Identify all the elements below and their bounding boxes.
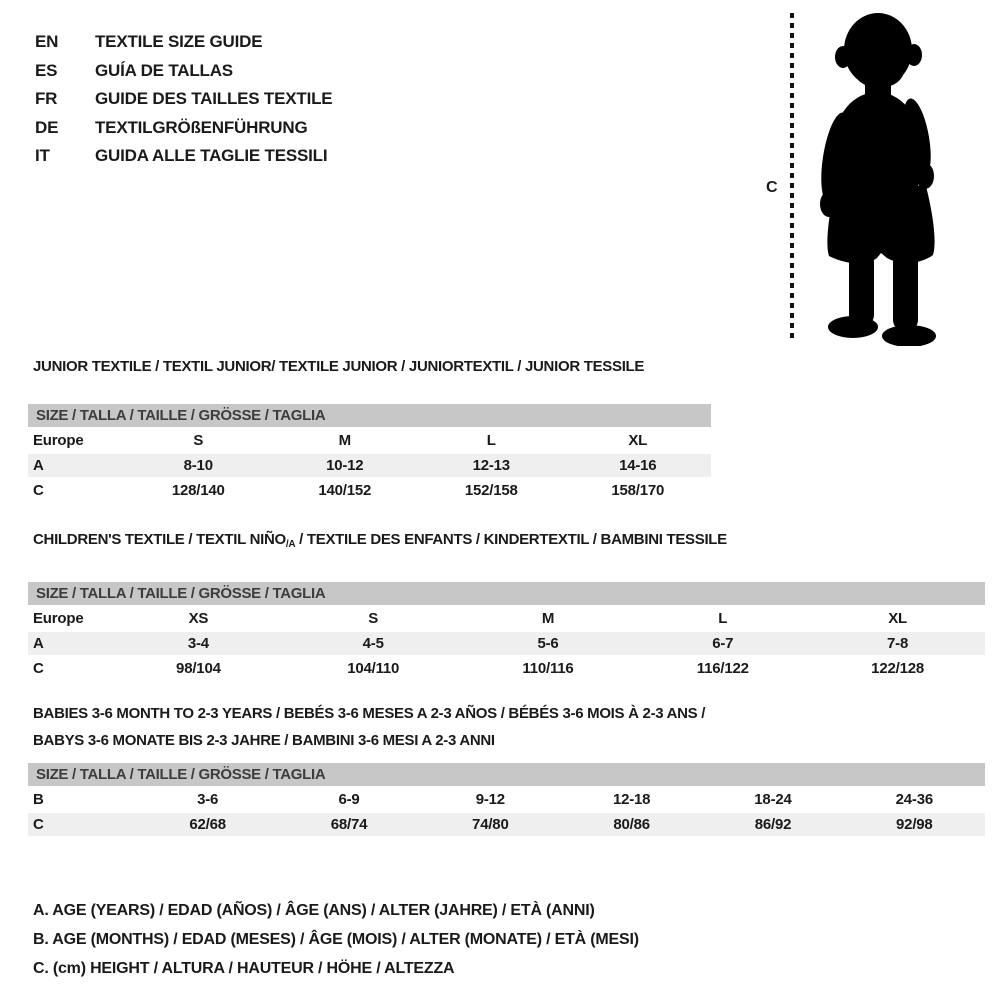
cell-value: 4-5 <box>362 635 384 652</box>
language-row: ES GUÍA DE TALLAS <box>35 57 332 86</box>
footnote-list: A. AGE (YEARS) / EDAD (AÑOS) / ÂGE (ANS)… <box>33 896 639 983</box>
row-label: C <box>33 660 44 677</box>
row-label: A <box>33 457 44 474</box>
height-c-label: C <box>766 179 778 196</box>
section-title: BABIES 3-6 MONTH TO 2-3 YEARS / BEBÉS 3-… <box>28 700 985 727</box>
cell-value: 12-13 <box>472 457 511 474</box>
table-row: C 62/68 68/74 74/80 80/86 86/92 92/98 <box>28 813 985 836</box>
footnote-line: B. AGE (MONTHS) / EDAD (MESES) / ÂGE (MO… <box>33 931 639 948</box>
cell-value: L <box>718 610 728 627</box>
language-title: TEXTILE SIZE GUIDE <box>95 32 263 51</box>
language-title-list: EN TEXTILE SIZE GUIDE ES GUÍA DE TALLAS FR GU… <box>35 28 333 171</box>
language-code: EN <box>35 32 59 51</box>
cell-value: 110/116 <box>522 660 574 677</box>
row-label: C <box>33 482 44 499</box>
table-row: B 3-6 6-9 9-12 12-18 18-24 24-36 <box>28 788 985 811</box>
size-table: SIZE / TALLA / TAILLE / GRÖSSE / TAGLIA E… <box>28 404 711 502</box>
size-table-header: SIZE / TALLA / TAILLE / GRÖSSE / TAGLIA <box>28 582 985 605</box>
cell-value: 9-12 <box>475 791 505 808</box>
section-title-text: / TEXTILE DES ENFANTS / KINDERTEXTIL / B… <box>295 531 727 548</box>
height-dotted-line <box>790 13 794 343</box>
size-table: SIZE / TALLA / TAILLE / GRÖSSE / TAGLIA E… <box>28 582 985 680</box>
cell-value: 122/128 <box>871 660 924 677</box>
cell-value: 6-7 <box>712 635 734 652</box>
cell-value: 7-8 <box>887 635 909 652</box>
cell-value: 86/92 <box>754 816 792 833</box>
language-code: ES <box>35 60 58 80</box>
cell-value: 74/80 <box>472 816 509 833</box>
cell-value: 128/140 <box>171 482 225 499</box>
cell-value: 98/104 <box>176 660 221 677</box>
row-label: B <box>33 791 44 808</box>
footnote-line: A. AGE (YEARS) / EDAD (AÑOS) / ÂGE (ANS)… <box>33 902 595 919</box>
row-label: A <box>33 635 44 652</box>
size-table-header: SIZE / TALLA / TAILLE / GRÖSSE / TAGLIA <box>28 763 985 786</box>
cell-value: XL <box>888 610 907 627</box>
cell-value: 10-12 <box>326 457 364 474</box>
section-childrens-textile: CHILDREN'S TEXTILE / TEXTIL NIÑO/A / TEX… <box>28 530 985 680</box>
footnote-line: C. (cm) HEIGHT / ALTURA / HAUTEUR / HÖHE… <box>33 960 455 977</box>
section-title: BABYS 3-6 MONATE BIS 2-3 JAHRE / BAMBINI… <box>28 727 985 754</box>
language-title: GUIDA ALLE TAGLIE TESSILI <box>95 146 328 165</box>
cell-value: 140/152 <box>318 482 372 499</box>
cell-value: XL <box>628 432 648 449</box>
table-row: A 3-4 4-5 5-6 6-7 7-8 <box>28 632 985 655</box>
cell-value: 92/98 <box>896 816 933 833</box>
cell-value: 104/110 <box>347 660 400 677</box>
cell-value: S <box>193 432 204 449</box>
cell-value: 6-9 <box>338 791 360 808</box>
language-code: DE <box>35 117 59 137</box>
size-table: SIZE / TALLA / TAILLE / GRÖSSE / TAGLIA B… <box>28 763 985 836</box>
section-junior-textile: JUNIOR TEXTILE / TEXTIL JUNIOR/ TEXTILE … <box>28 357 711 502</box>
section-title-text: CHILDREN'S TEXTILE / TEXTIL NIÑO <box>33 531 286 548</box>
cell-value: 152/158 <box>464 482 518 499</box>
language-title: TEXTILGRÖßENFÜHRUNG <box>95 117 308 137</box>
language-title: GUÍA DE TALLAS <box>95 60 233 80</box>
row-label: C <box>33 816 44 833</box>
cell-value: S <box>368 610 379 627</box>
language-title: GUIDE DES TAILLES TEXTILE <box>95 89 333 108</box>
table-row: Europe S M L XL <box>28 429 711 452</box>
language-row: IT GUIDA ALLE TAGLIE TESSILI <box>35 142 332 171</box>
section-title-text: BABIES 3-6 MONTH TO 2-3 YEARS / BEBÉS 3-… <box>33 705 706 722</box>
language-row: DE TEXTILGRÖßENFÜHRUNG <box>35 114 332 143</box>
table-row: C 128/140 140/152 152/158 158/170 <box>28 479 711 502</box>
section-title-text: JUNIOR TEXTILE / TEXTIL JUNIOR/ TEXTILE … <box>33 358 645 375</box>
language-row: EN TEXTILE SIZE GUIDE <box>35 28 332 57</box>
cell-value: M <box>541 610 555 627</box>
cell-value: 62/68 <box>189 816 226 833</box>
section-title: JUNIOR TEXTILE / TEXTIL JUNIOR/ TEXTILE … <box>28 357 711 377</box>
table-row: Europe XS S M L XL <box>28 607 985 630</box>
cell-value: 3-6 <box>197 791 219 808</box>
cell-value: 24-36 <box>895 791 934 808</box>
cell-value: 3-4 <box>187 635 209 652</box>
section-title-text: BABYS 3-6 MONATE BIS 2-3 JAHRE / BAMBINI… <box>33 732 495 749</box>
cell-value: 5-6 <box>537 635 559 652</box>
section-babies-textile: BABIES 3-6 MONTH TO 2-3 YEARS / BEBÉS 3-… <box>28 700 985 836</box>
cell-value: 8-10 <box>183 457 213 474</box>
table-row: A 8-10 10-12 12-13 14-16 <box>28 454 711 477</box>
cell-value: 12-18 <box>612 791 651 808</box>
table-row: C 98/104 104/110 110/116 116/122 122/128 <box>28 657 985 680</box>
cell-value: M <box>338 432 351 449</box>
cell-value: 80/86 <box>613 816 650 833</box>
section-title: CHILDREN'S TEXTILE / TEXTIL NIÑO/A / TEX… <box>28 530 985 552</box>
language-code: FR <box>35 89 58 108</box>
language-code: IT <box>35 146 50 165</box>
toddler-silhouette-icon <box>820 13 936 346</box>
cell-value: 116/122 <box>696 660 749 677</box>
section-title-subscript: /A <box>285 539 296 550</box>
row-label: Europe <box>33 610 84 627</box>
cell-value: 18-24 <box>754 791 792 808</box>
row-label: Europe <box>33 432 84 449</box>
cell-value: XS <box>188 610 209 627</box>
language-row: FR GUIDE DES TAILLES TEXTILE <box>35 85 333 114</box>
height-figure: C <box>740 0 970 360</box>
size-table-header: SIZE / TALLA / TAILLE / GRÖSSE / TAGLIA <box>28 404 711 427</box>
cell-value: L <box>486 432 496 449</box>
cell-value: 68/74 <box>330 816 368 833</box>
cell-value: 14-16 <box>619 457 657 474</box>
cell-value: 158/170 <box>611 482 665 499</box>
